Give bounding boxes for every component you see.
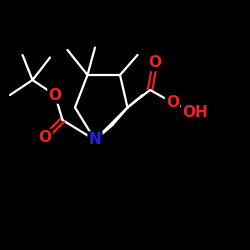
Text: N: N (88, 132, 102, 148)
Text: O: O (166, 95, 179, 110)
Text: OH: OH (182, 105, 208, 120)
Text: O: O (148, 55, 162, 70)
Text: O: O (38, 130, 52, 145)
Text: O: O (48, 88, 62, 102)
